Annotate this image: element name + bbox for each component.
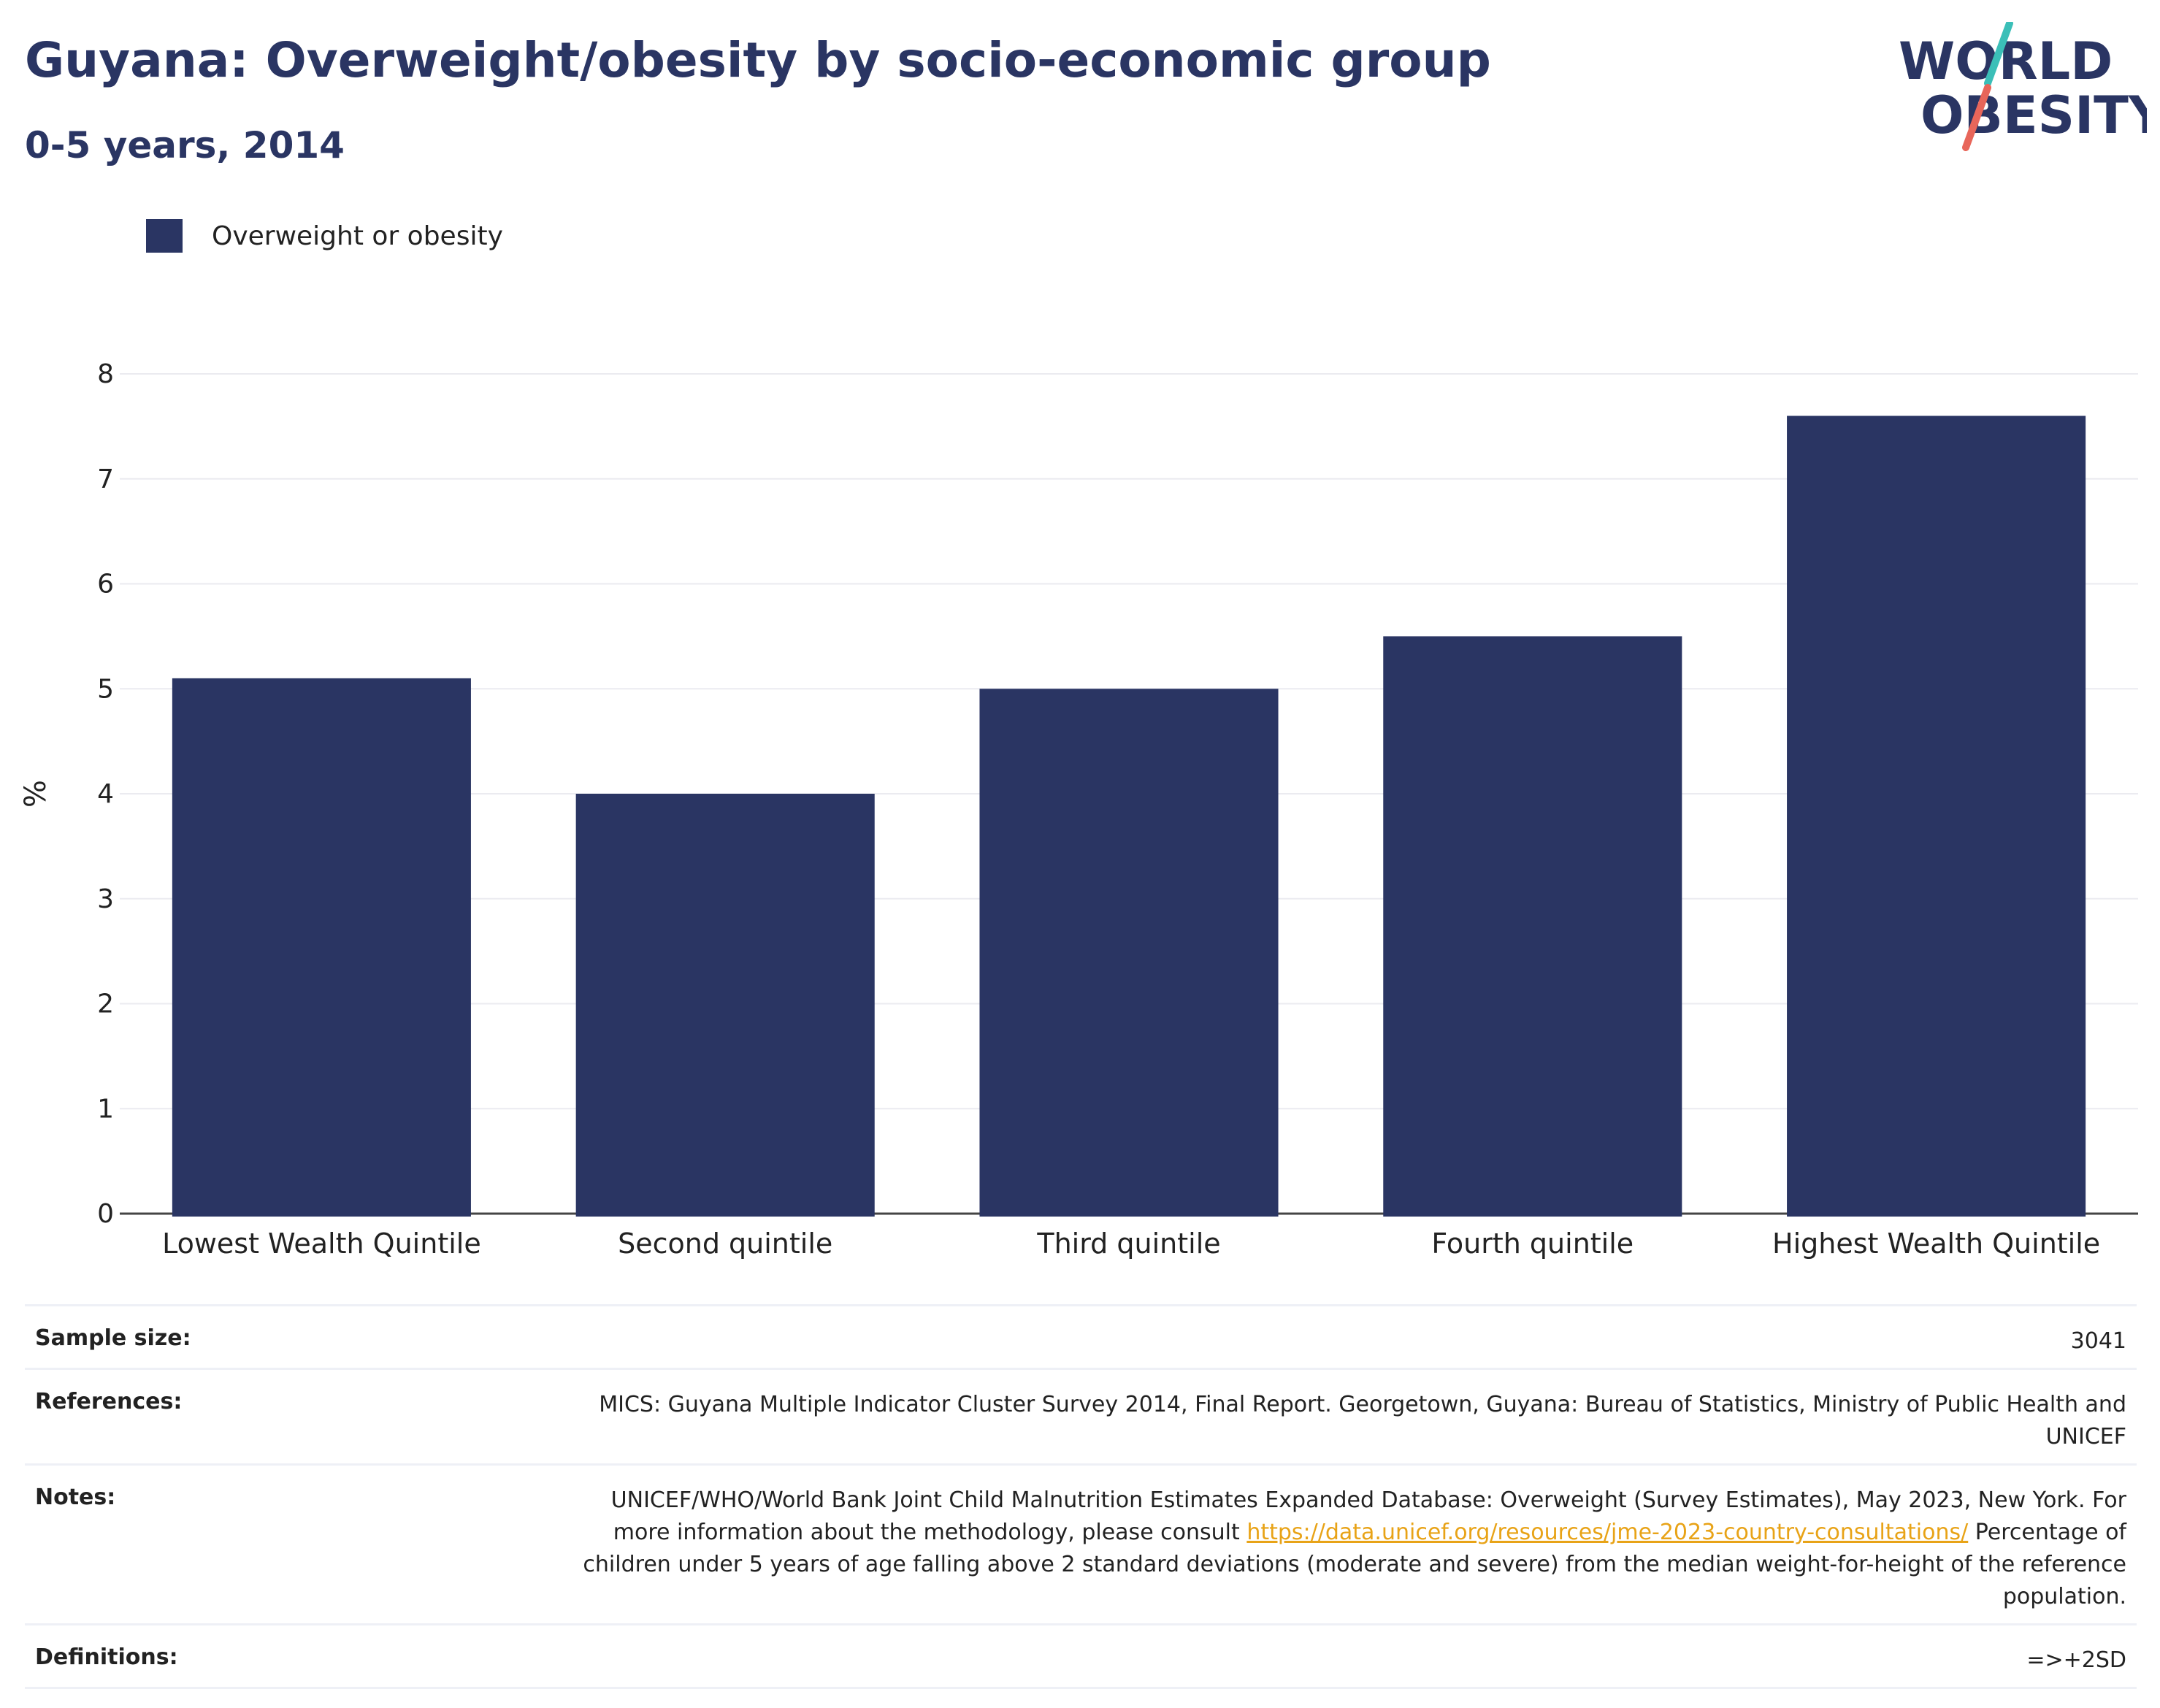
chart-subtitle: 0-5 years, 2014 [25, 124, 345, 166]
legend-label: Overweight or obesity [212, 221, 503, 251]
chart-title: Guyana: Overweight/obesity by socio-econ… [25, 32, 1491, 88]
notes-label: Notes: [35, 1485, 116, 1510]
definitions-row: Definitions: =>+2SD [25, 1623, 2137, 1689]
x-category-label: Second quintile [618, 1228, 832, 1260]
x-category-label: Highest Wealth Quintile [1772, 1228, 2100, 1260]
legend: Overweight or obesity [146, 218, 503, 254]
references-row: References: MICS: Guyana Multiple Indica… [25, 1368, 2137, 1463]
sample-size-value: 3041 [2070, 1328, 2126, 1354]
notes-link[interactable]: https://data.unicef.org/resources/jme-20… [1246, 1520, 1969, 1545]
x-category-label: Third quintile [1036, 1228, 1220, 1260]
bar[interactable] [1787, 415, 2086, 1217]
bar[interactable] [979, 689, 1279, 1217]
sample-size-row: Sample size: 3041 [25, 1304, 2137, 1368]
y-tick-label: 7 [97, 464, 114, 494]
bar[interactable] [172, 678, 471, 1217]
y-tick-label: 1 [97, 1094, 114, 1124]
notes-text-before: UNICEF/WHO/World Bank Joint Child Malnut… [610, 1487, 2126, 1545]
logo-slash-teal [1984, 22, 2013, 87]
notes-row: Notes: UNICEF/WHO/World Bank Joint Child… [25, 1463, 2137, 1623]
info-table: Sample size: 3041 References: MICS: Guya… [25, 1304, 2137, 1689]
bar[interactable] [1383, 636, 1682, 1217]
y-tick-label: 8 [97, 359, 114, 389]
y-tick-label: 6 [97, 570, 114, 600]
references-value: MICS: Guyana Multiple Indicator Cluster … [599, 1392, 2126, 1449]
y-tick-label: 2 [97, 989, 114, 1019]
bar-chart: 0 1 2 3 4 5 6 7 8 Lowest Wealth Quintile Second q… [19, 359, 2138, 1260]
world-obesity-logo: WORLD OBESITY [1899, 22, 2147, 151]
logo-slash-coral [1962, 84, 1991, 151]
notes-text-after: Percentage of children under 5 years of … [583, 1520, 2126, 1609]
legend-swatch [146, 219, 183, 253]
y-tick-label: 0 [97, 1199, 114, 1229]
notes-value: UNICEF/WHO/World Bank Joint Child Malnut… [549, 1485, 2126, 1613]
bar[interactable] [575, 794, 875, 1217]
y-tick-label: 4 [97, 779, 114, 809]
definitions-value: =>+2SD [2026, 1647, 2126, 1673]
y-tick-label: 3 [97, 884, 114, 914]
sample-size-label: Sample size: [35, 1325, 191, 1351]
logo-line-2: OBESITY [1920, 85, 2147, 145]
x-category-label: Fourth quintile [1431, 1228, 1634, 1260]
y-tick-label: 5 [97, 674, 114, 704]
x-category-label: Lowest Wealth Quintile [162, 1228, 481, 1260]
references-label: References: [35, 1389, 183, 1414]
y-axis-title: % [19, 780, 53, 808]
definitions-label: Definitions: [35, 1644, 178, 1670]
